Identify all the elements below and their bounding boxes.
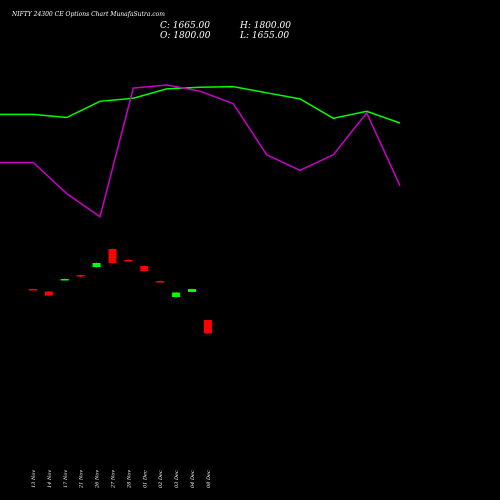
candle-body xyxy=(188,289,196,292)
x-tick-label: 01 Dec xyxy=(142,470,148,488)
candle-body xyxy=(124,260,133,262)
open-label: O: 1800.00 xyxy=(160,31,211,41)
x-tick-label: 26 Nov xyxy=(95,470,101,489)
indicator-lines xyxy=(0,84,401,219)
x-tick-label: 21 Nov xyxy=(79,470,85,489)
candle-body xyxy=(108,249,117,263)
chart-title: NIFTY 24300 CE Options Chart MunafaSutra… xyxy=(11,11,165,18)
candle-body xyxy=(156,281,165,283)
x-axis-ticks: 13 Nov 14 Nov 17 Nov 21 Nov 26 Nov 27 Nov 28 N… xyxy=(31,470,212,489)
x-tick-label: 28 Nov xyxy=(126,470,132,489)
candle-body xyxy=(172,292,181,297)
close-label: C: 1665.00 xyxy=(160,21,210,31)
candle-body xyxy=(92,263,101,267)
x-tick-label: 08 Dec xyxy=(206,470,212,488)
candle-body xyxy=(203,320,212,334)
indicator-line-2 xyxy=(0,84,401,219)
x-tick-label: 13 Nov xyxy=(31,470,37,488)
x-tick-label: 03 Dec xyxy=(174,470,180,488)
x-tick-label: 17 Nov xyxy=(63,470,69,488)
candle-body xyxy=(29,289,37,291)
x-tick-label: 27 Nov xyxy=(111,470,117,489)
indicator-line-1 xyxy=(0,85,401,124)
candle-body xyxy=(140,266,149,271)
x-tick-label: 02 Dec xyxy=(158,470,164,488)
candlesticks xyxy=(29,248,212,335)
candle-body xyxy=(76,275,85,277)
low-label: L: 1655.00 xyxy=(239,31,289,41)
high-label: H: 1800.00 xyxy=(239,21,291,31)
candle-body xyxy=(44,291,53,296)
x-tick-label: 14 Nov xyxy=(47,470,53,488)
x-tick-label: 04 Dec xyxy=(190,470,196,488)
candle-body xyxy=(60,279,69,281)
